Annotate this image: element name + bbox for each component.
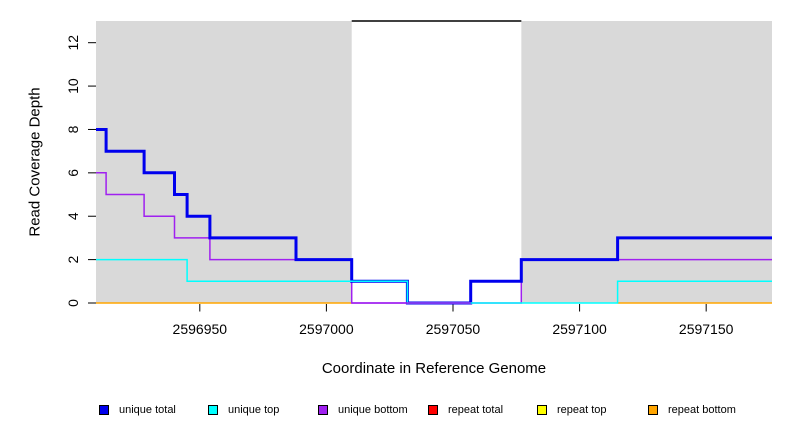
legend-swatch-repeat-bottom: [648, 405, 658, 415]
y-tick-label: 10: [65, 78, 81, 94]
legend-swatch-repeat-top: [537, 405, 547, 415]
legend-swatch-unique-top: [208, 405, 218, 415]
legend-swatch-unique-bottom: [318, 405, 328, 415]
y-tick-label: 6: [65, 169, 81, 177]
x-tick-label: 2596950: [173, 321, 228, 337]
y-tick-label: 4: [65, 212, 81, 220]
legend-swatch-unique-total: [99, 405, 109, 415]
legend-label: unique bottom: [338, 404, 408, 416]
legend-label: unique total: [119, 404, 176, 416]
y-tick-label: 8: [65, 125, 81, 133]
y-tick-label: 2: [65, 256, 81, 264]
y-tick-label: 12: [65, 35, 81, 51]
x-tick-label: 2597000: [299, 321, 354, 337]
y-tick-label: 0: [65, 299, 81, 307]
y-axis-title: Read Coverage Depth: [26, 87, 44, 237]
x-axis-title: Coordinate in Reference Genome: [321, 360, 547, 377]
legend: unique total unique top unique bottom repea…: [0, 404, 792, 420]
series-unique-top-line: [96, 258, 772, 304]
legend-label: repeat bottom: [668, 404, 736, 416]
legend-label: repeat total: [448, 404, 504, 416]
shaded-region: [96, 21, 352, 303]
legend-label: unique top: [228, 404, 280, 416]
x-tick-label: 2597100: [552, 321, 607, 337]
x-tick-label: 2597050: [426, 321, 481, 337]
legend-swatch-repeat-total: [428, 405, 438, 415]
x-tick-label: 2597150: [679, 321, 734, 337]
shaded-region: [521, 21, 772, 303]
legend-label: repeat top: [557, 404, 607, 416]
series-unique-total-line: [96, 128, 772, 305]
